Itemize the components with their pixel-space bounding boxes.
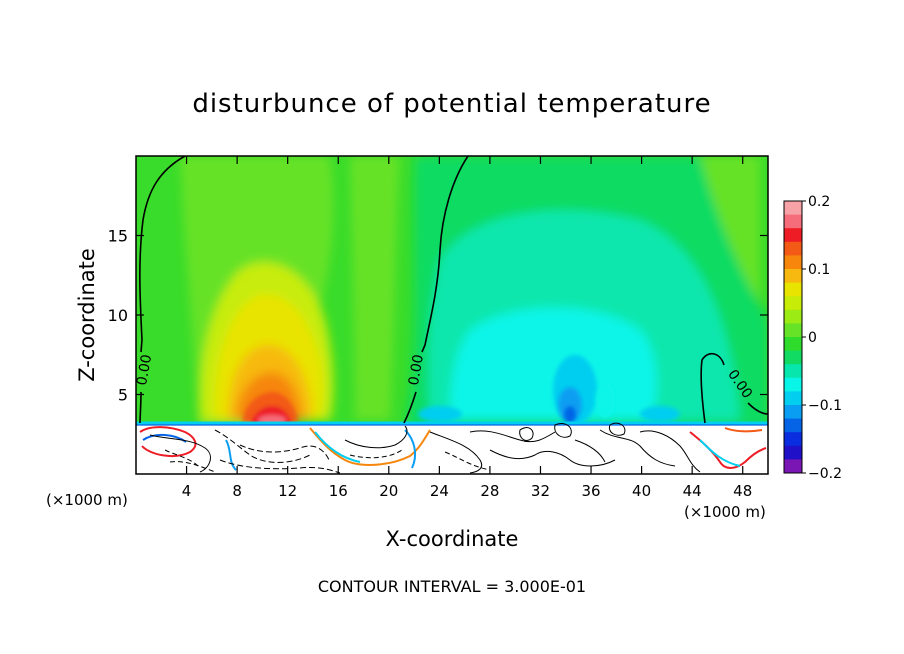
zero-contour-middle: [403, 156, 469, 424]
colorbar-segment: [784, 309, 802, 324]
contour-interval-note: CONTOUR INTERVAL = 3.000E-01: [318, 577, 586, 596]
boundary-layer-color-blobs: [139, 426, 767, 471]
colorbar-segment: [784, 323, 802, 338]
contour-label: 0.00: [134, 353, 155, 386]
x-tick-label: 44: [683, 482, 702, 500]
colorbar-tick-label: −0.1: [808, 398, 842, 414]
contour-label: 0.00: [406, 353, 427, 386]
cool-cell-3: [564, 406, 576, 424]
colorbar-segment: [784, 282, 802, 297]
colorbar-segment: [784, 255, 802, 270]
colorbar-segment: [784, 269, 802, 284]
colorbar-segment: [784, 364, 802, 379]
colorbar-segment: [784, 350, 802, 365]
chart-title: disturbunce of potential temperature: [192, 89, 711, 119]
x-unit-right: (×1000 m): [684, 503, 766, 521]
band-light-green-2: [350, 156, 400, 420]
colorbar-segment: [784, 214, 802, 229]
cool-cell-2: [558, 387, 582, 423]
cool-cell-5: [640, 406, 680, 422]
colorbar-segment: [784, 296, 802, 311]
x-tick-label: 16: [329, 482, 348, 500]
y-tick-label: 15: [108, 227, 128, 246]
x-unit-left: (×1000 m): [46, 491, 128, 509]
colorbar-segment: [784, 445, 802, 460]
colorbar-segment: [784, 432, 802, 447]
colorbar-segment: [784, 337, 802, 352]
colorbar-segment: [784, 459, 802, 474]
x-axis-ticks: 4 8 12 16 20 24 28 32 36 40 44 48: [182, 156, 752, 500]
cool-cell-6: [595, 382, 615, 418]
zero-contour-right: [700, 352, 768, 424]
x-tick-label: 36: [581, 482, 600, 500]
x-tick-label: 20: [379, 482, 398, 500]
x-tick-label: 12: [278, 482, 297, 500]
x-axis-label: X-coordinate: [386, 527, 519, 551]
colorbar-tick-label: 0: [808, 330, 817, 346]
y-axis-label: Z-coordinate: [75, 248, 99, 382]
colorbar-segment: [784, 228, 802, 243]
colorbar-tick-label: 0.1: [808, 262, 830, 278]
colorbar: [783, 200, 803, 474]
y-tick-label: 10: [108, 306, 128, 325]
colorbar-segment: [784, 391, 802, 406]
colorbar-labels: 0.2 0.1 0 −0.1 −0.2: [802, 194, 842, 482]
x-tick-label: 32: [531, 482, 550, 500]
colorbar-tick-label: 0.2: [808, 194, 830, 210]
zero-contour-lines: [139, 156, 768, 424]
x-tick-label: 4: [182, 482, 192, 500]
cool-cell-4: [418, 406, 462, 422]
colorbar-tick-label: −0.2: [808, 466, 842, 482]
band-cyan-light: [450, 307, 657, 420]
x-tick-label: 8: [232, 482, 242, 500]
colorbar-segment: [784, 201, 802, 216]
plot-area: [136, 156, 768, 474]
colorbar-segment: [784, 405, 802, 420]
x-tick-label: 24: [430, 482, 449, 500]
x-tick-label: 28: [480, 482, 499, 500]
boundary-layer: [136, 423, 768, 474]
x-tick-label: 40: [632, 482, 651, 500]
colorbar-segment: [784, 418, 802, 433]
x-tick-label: 48: [733, 482, 752, 500]
y-axis-ticks: 5 10 15: [108, 227, 768, 405]
y-tick-label: 5: [118, 386, 128, 405]
colorbar-segment: [784, 241, 802, 256]
colorbar-segment: [784, 377, 802, 392]
